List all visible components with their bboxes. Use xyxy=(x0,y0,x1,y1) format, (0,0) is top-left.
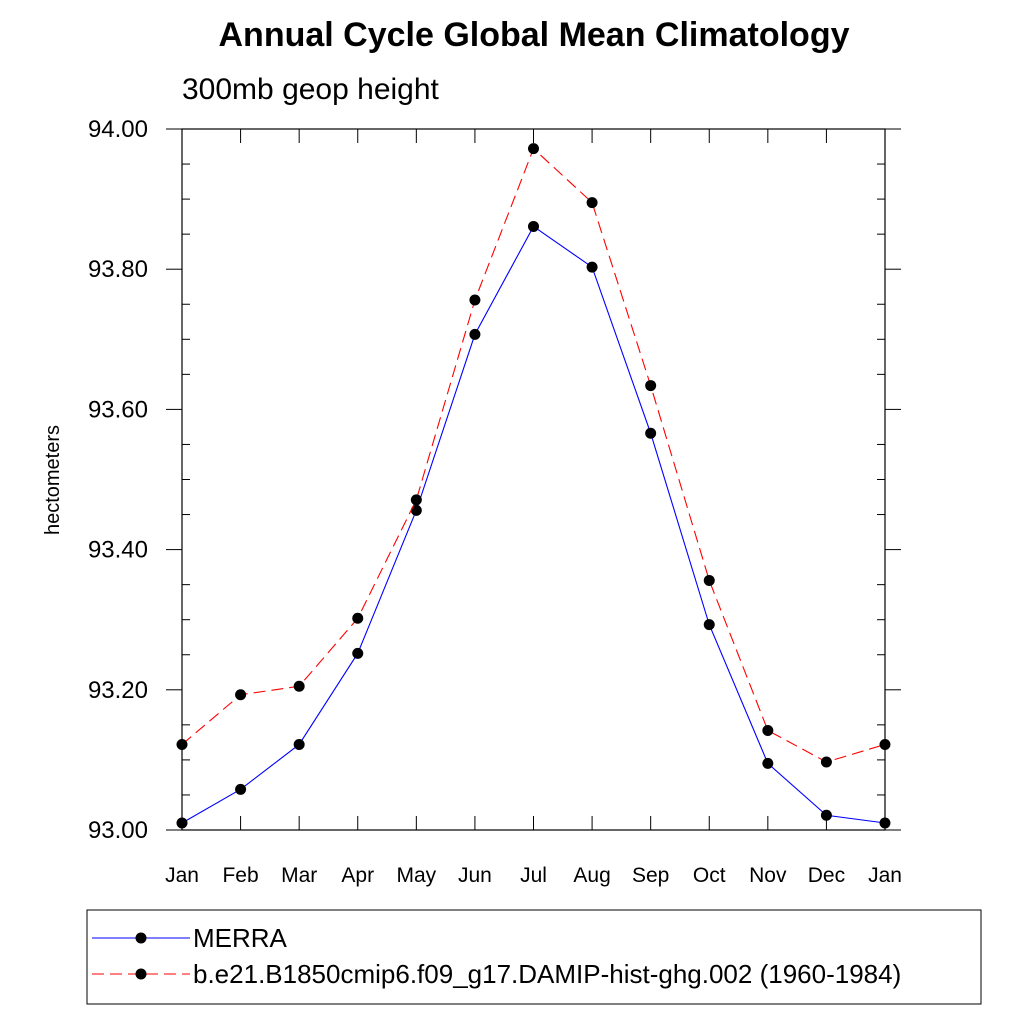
legend-marker-0 xyxy=(135,932,147,944)
series-lines xyxy=(176,143,891,829)
plot-frame xyxy=(181,128,886,831)
data-point xyxy=(879,817,891,829)
x-tick-label: Jan xyxy=(165,864,199,887)
legend-label: b.e21.B1850cmip6.f09_g17.DAMIP-hist-ghg.… xyxy=(193,959,901,989)
data-point xyxy=(469,294,481,306)
data-point xyxy=(176,738,188,750)
series-line-1 xyxy=(181,147,886,763)
data-point xyxy=(293,680,305,692)
x-tick-label: Jul xyxy=(520,864,547,887)
x-tick-label: Feb xyxy=(222,864,258,887)
data-point xyxy=(820,809,832,821)
y-tick-label: 93.20 xyxy=(88,677,148,704)
legend: MERRA b.e21.B1850cmip6.f09_g17.DAMIP-hist… xyxy=(92,923,901,989)
legend-label: MERRA xyxy=(193,923,288,953)
y-tick-label: 94.00 xyxy=(88,116,148,143)
data-point xyxy=(645,427,657,439)
chart-title: Annual Cycle Global Mean Climatology xyxy=(219,16,850,54)
x-tick-label: Oct xyxy=(693,864,726,887)
y-tick-label: 93.60 xyxy=(88,396,148,423)
x-tick-label: May xyxy=(396,864,436,887)
axis-ticks: Jan Feb Mar Apr May Jun Jul Aug Sep Oct Nov Dec Jan 9… xyxy=(88,116,902,887)
data-point xyxy=(528,220,539,232)
y-tick-label: 93.80 xyxy=(88,256,148,283)
data-point xyxy=(703,619,715,631)
x-tick-label: Mar xyxy=(281,864,317,887)
data-point xyxy=(703,574,715,586)
data-point xyxy=(410,494,422,506)
data-point xyxy=(235,783,247,795)
chart-subtitle: 300mb geop height xyxy=(182,73,440,106)
data-point xyxy=(528,143,539,155)
data-point xyxy=(176,817,188,829)
series-line-0 xyxy=(181,225,886,824)
x-tick-label: Apr xyxy=(341,864,374,887)
data-point xyxy=(352,647,364,659)
data-point xyxy=(235,689,247,701)
y-tick-label: 93.00 xyxy=(88,817,148,844)
y-axis-label: hectometers xyxy=(42,425,64,535)
data-point xyxy=(820,756,832,768)
legend-box xyxy=(86,909,982,1005)
data-point xyxy=(879,738,891,750)
x-tick-label: Jan xyxy=(868,864,902,887)
data-point xyxy=(469,328,481,340)
data-point xyxy=(586,197,598,209)
data-point xyxy=(645,380,657,392)
data-point xyxy=(352,612,364,624)
data-point xyxy=(410,504,422,516)
x-tick-label: Nov xyxy=(749,864,787,887)
x-tick-label: Sep xyxy=(632,864,669,887)
x-tick-label: Aug xyxy=(573,864,610,887)
data-point xyxy=(293,738,305,750)
x-tick-label: Dec xyxy=(808,864,845,887)
x-tick-label: Jun xyxy=(458,864,492,887)
data-point xyxy=(762,724,774,736)
legend-marker-1 xyxy=(135,968,147,980)
data-point xyxy=(586,261,598,273)
y-tick-label: 93.40 xyxy=(88,537,148,564)
data-point xyxy=(762,757,774,769)
